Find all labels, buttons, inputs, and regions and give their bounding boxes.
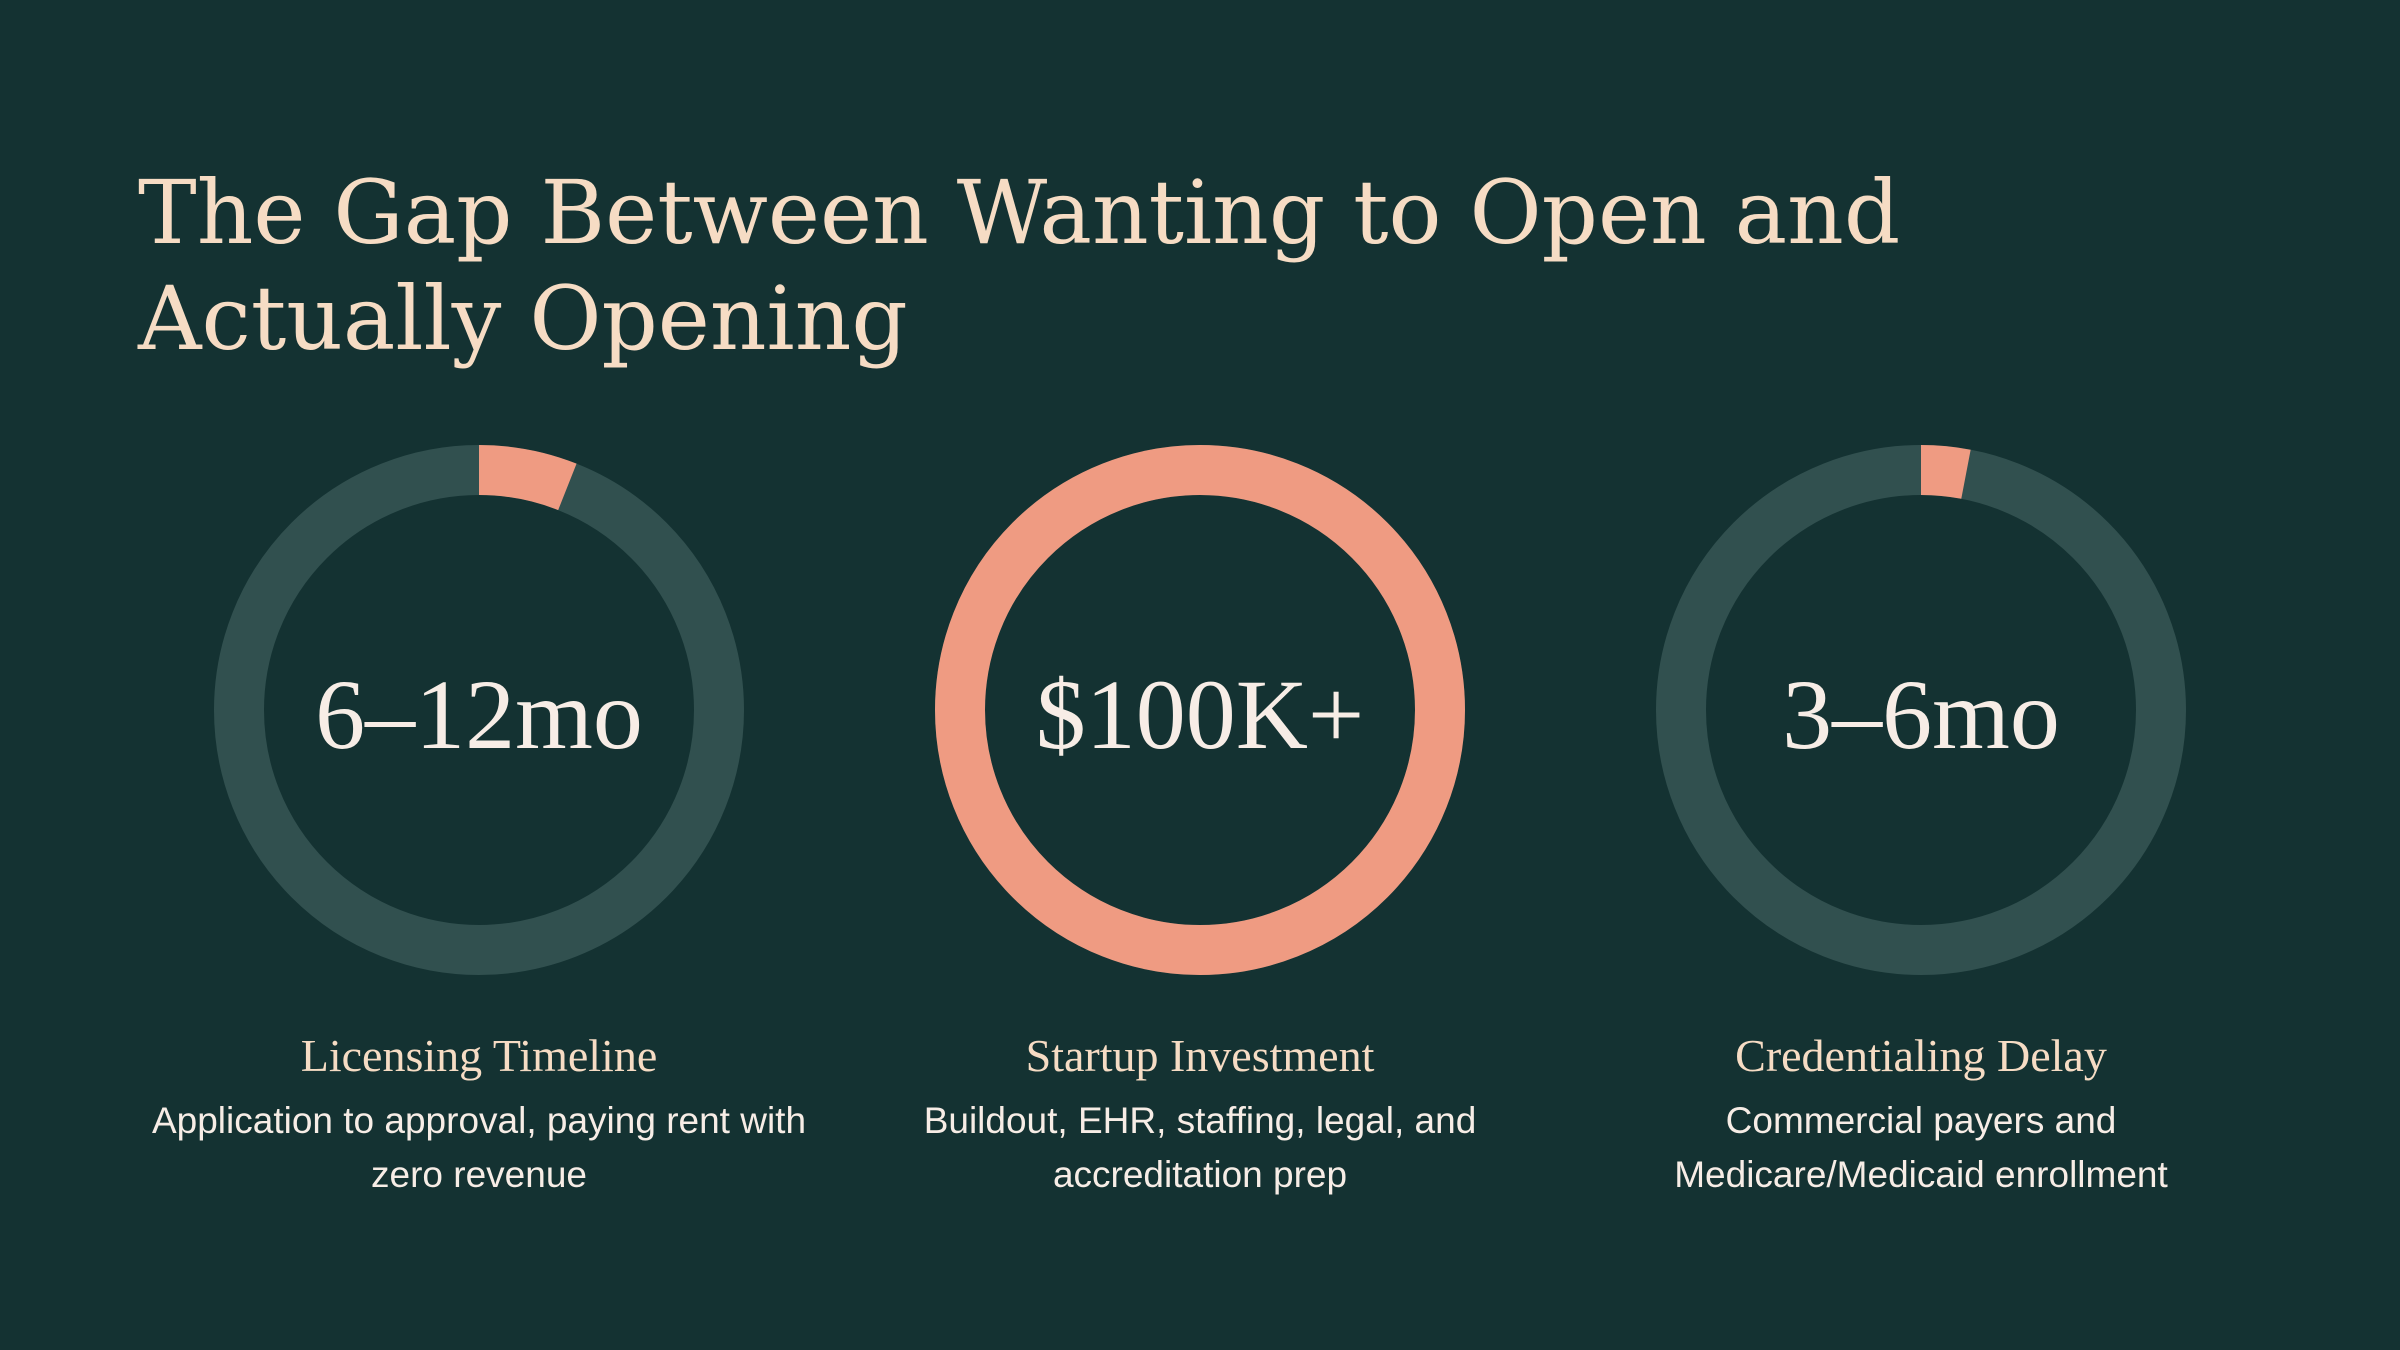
page-title: The Gap Between Wanting to Open and Actu… — [138, 161, 1901, 370]
stat-value: 3–6mo — [1782, 659, 2060, 770]
stat-description: Buildout, EHR, staffing, legal, and accr… — [923, 1100, 1477, 1195]
stat-label: Startup Investment — [1025, 1030, 1375, 1081]
stat-description: Application to approval, paying rent wit… — [151, 1100, 807, 1195]
donut-fill-arc — [1656, 445, 2186, 975]
stat-description: Commercial payers and Medicare/Medicaid … — [1674, 1100, 2168, 1195]
donut-ring — [935, 445, 1465, 975]
stat-licensing-timeline: 6–12mo Licensing Timeline Application to… — [119, 440, 839, 1202]
stat-value: $100K+ — [1035, 659, 1365, 770]
donut-fill-arc — [935, 445, 1465, 975]
stat-startup-investment: $100K+ Startup Investment Buildout, EHR,… — [840, 440, 1560, 1202]
stat-label: Licensing Timeline — [300, 1030, 658, 1081]
stat-label: Credentialing Delay — [1735, 1030, 2107, 1081]
donut-fill-arc — [214, 445, 744, 975]
donut-ring — [1656, 445, 2186, 975]
donut-ring — [214, 445, 744, 975]
stat-credentialing-delay: 3–6mo Credentialing Delay Commercial pay… — [1561, 440, 2281, 1202]
stat-value: 6–12mo — [315, 659, 643, 770]
